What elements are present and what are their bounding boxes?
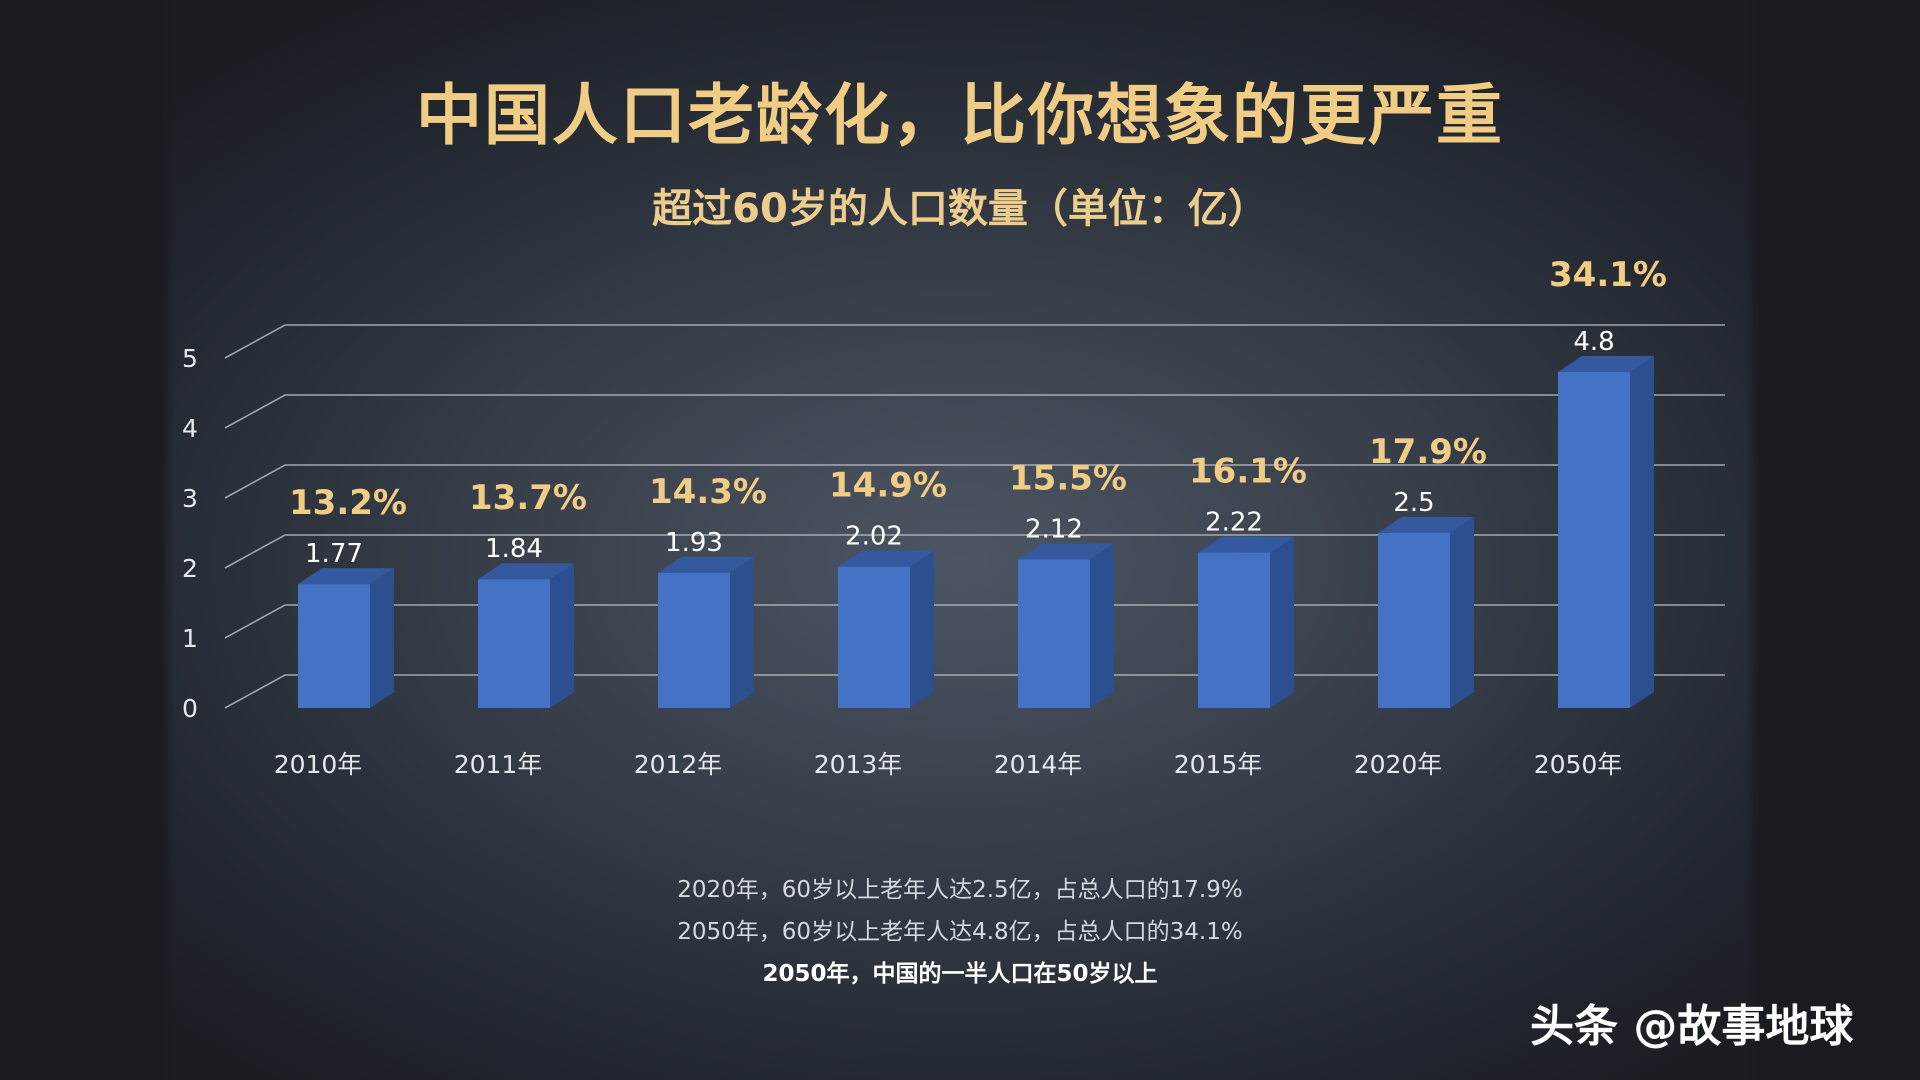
value-label: 1.77 [305,539,363,569]
gridlines [224,324,1725,709]
bar-side [1090,543,1114,708]
bar [838,566,910,708]
y-tick-label: 5 [182,344,198,373]
footnote-conclusion: 2050年，中国的一半人口在50岁以上 [762,961,1158,987]
bar [1378,533,1450,708]
bar-side [1630,356,1654,708]
x-tick-label: 2050年 [1534,750,1623,779]
percent-label: 16.1% [1189,452,1307,492]
percent-label: 17.9% [1369,432,1487,472]
gridline [224,674,1725,709]
percent-label: 13.7% [469,478,587,518]
bars [298,356,1654,708]
footnote-2050: 2050年，60岁以上老年人达4.8亿，占总人口的34.1% [677,919,1243,945]
bar-side [1450,517,1474,708]
bar-top [1378,517,1474,533]
gridline [224,324,1725,359]
y-tick-label: 4 [182,414,198,443]
x-tick-label: 2015年 [1174,750,1263,779]
y-tick-label: 2 [182,554,198,583]
percent-label: 14.9% [829,466,947,506]
bar-top [1018,543,1114,560]
percent-label: 13.2% [289,483,407,523]
x-tick-label: 2020年 [1354,750,1443,779]
value-label: 1.93 [665,528,723,558]
value-label: 2.22 [1205,508,1263,538]
x-axis-ticks: 2010年 2011年 2012年 2013年 2014年 2015年 2020年 2050年 [274,750,1623,779]
page-title: 中国人口老龄化，比你想象的更严重 [416,77,1504,154]
y-axis-ticks: 0 1 2 3 4 5 [182,344,198,723]
gridline [224,394,1725,429]
data-labels: 1.77 13.2% 1.84 13.7% 1.93 14.3% 2.02 14.9% 2.12… [289,255,1667,569]
value-label: 2.5 [1393,488,1434,518]
x-tick-label: 2010年 [274,750,363,779]
x-tick-label: 2013年 [814,750,903,779]
percent-label: 15.5% [1009,459,1127,499]
chart-subtitle: 超过60岁的人口数量（单位：亿） [652,186,1268,232]
percent-label: 14.3% [649,472,767,512]
source-watermark: 头条 @故事地球 [1530,1001,1854,1052]
footnote-2020: 2020年，60岁以上老年人达2.5亿，占总人口的17.9% [677,877,1243,903]
bar-side [730,556,754,708]
bar [1198,552,1270,708]
bar-top [478,563,574,580]
bar-top [298,568,394,585]
bar-top [1558,356,1654,372]
x-tick-label: 2014年 [994,750,1083,779]
value-label: 2.02 [845,522,903,552]
bar-side [1270,536,1294,708]
bar-side [550,563,574,708]
bar-top [658,556,754,573]
value-label: 2.12 [1025,515,1083,545]
bar [298,584,370,708]
bar-side [370,568,394,708]
x-tick-label: 2012年 [634,750,723,779]
bar [478,579,550,708]
bar [658,572,730,708]
x-tick-label: 2011年 [454,750,543,779]
gridline [224,604,1725,639]
percent-label: 34.1% [1549,255,1667,295]
y-tick-label: 3 [182,484,198,513]
gridline [224,464,1725,499]
value-label: 4.8 [1573,327,1614,357]
y-tick-label: 1 [182,624,198,653]
gridline [224,534,1725,569]
bar-side [910,550,934,708]
bar [1018,559,1090,708]
bar-top [1198,536,1294,553]
value-label: 1.84 [485,534,543,564]
bar [1558,372,1630,708]
y-tick-label: 0 [182,694,198,723]
bar-top [838,550,934,567]
